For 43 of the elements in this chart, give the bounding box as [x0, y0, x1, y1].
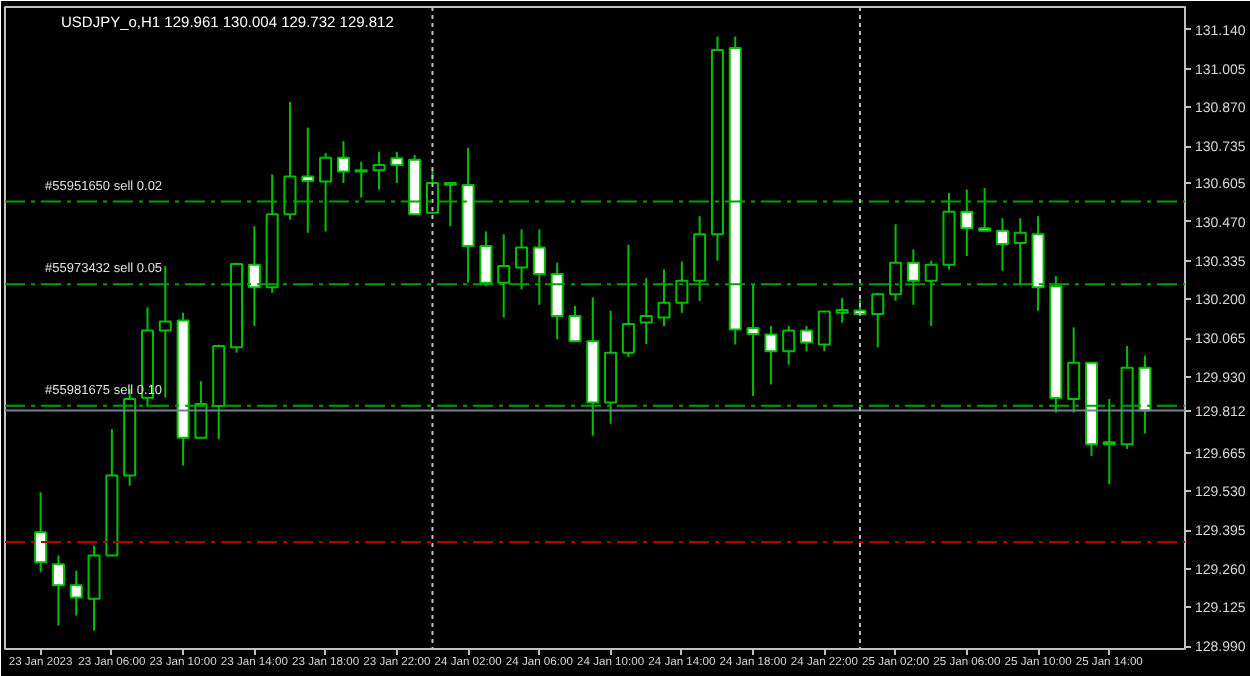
candlestick	[835, 296, 849, 324]
candlestick	[532, 228, 546, 306]
candlestick	[568, 304, 582, 343]
candlestick	[336, 140, 350, 184]
candlestick	[906, 248, 920, 306]
candlestick	[639, 277, 653, 346]
candlestick	[995, 217, 1009, 272]
candlestick	[782, 324, 796, 366]
candlestick	[817, 310, 831, 353]
candlestick	[675, 260, 689, 314]
candlestick	[889, 223, 903, 302]
candlestick	[497, 233, 511, 319]
candlestick	[657, 268, 671, 327]
candlestick	[1067, 326, 1081, 414]
candlestick	[283, 100, 297, 221]
candlestick	[372, 150, 386, 191]
candlestick	[1138, 354, 1152, 435]
candlestick	[479, 230, 493, 288]
candlestick	[443, 181, 457, 228]
candlestick	[319, 151, 333, 233]
candlestick	[871, 291, 885, 349]
candlestick	[693, 215, 707, 302]
candlestick	[960, 188, 974, 258]
candlestick	[978, 187, 992, 232]
candlestick	[924, 259, 938, 327]
candlestick	[390, 150, 404, 184]
candlestick	[550, 261, 564, 341]
candlestick	[764, 324, 778, 386]
candlestick	[799, 324, 814, 353]
candlestick	[1102, 398, 1116, 486]
candlestick	[34, 491, 48, 574]
candlestick	[194, 380, 208, 439]
candlestick	[301, 126, 315, 234]
candlestick	[515, 228, 529, 291]
candlestick	[247, 225, 261, 327]
candlestick	[354, 160, 368, 199]
candlestick	[621, 243, 635, 359]
candlestick	[158, 265, 172, 399]
candlestick	[69, 569, 83, 617]
candlestick	[1013, 217, 1027, 286]
candlestick	[746, 283, 760, 397]
candlestick	[51, 554, 65, 627]
candlestick	[87, 544, 101, 632]
